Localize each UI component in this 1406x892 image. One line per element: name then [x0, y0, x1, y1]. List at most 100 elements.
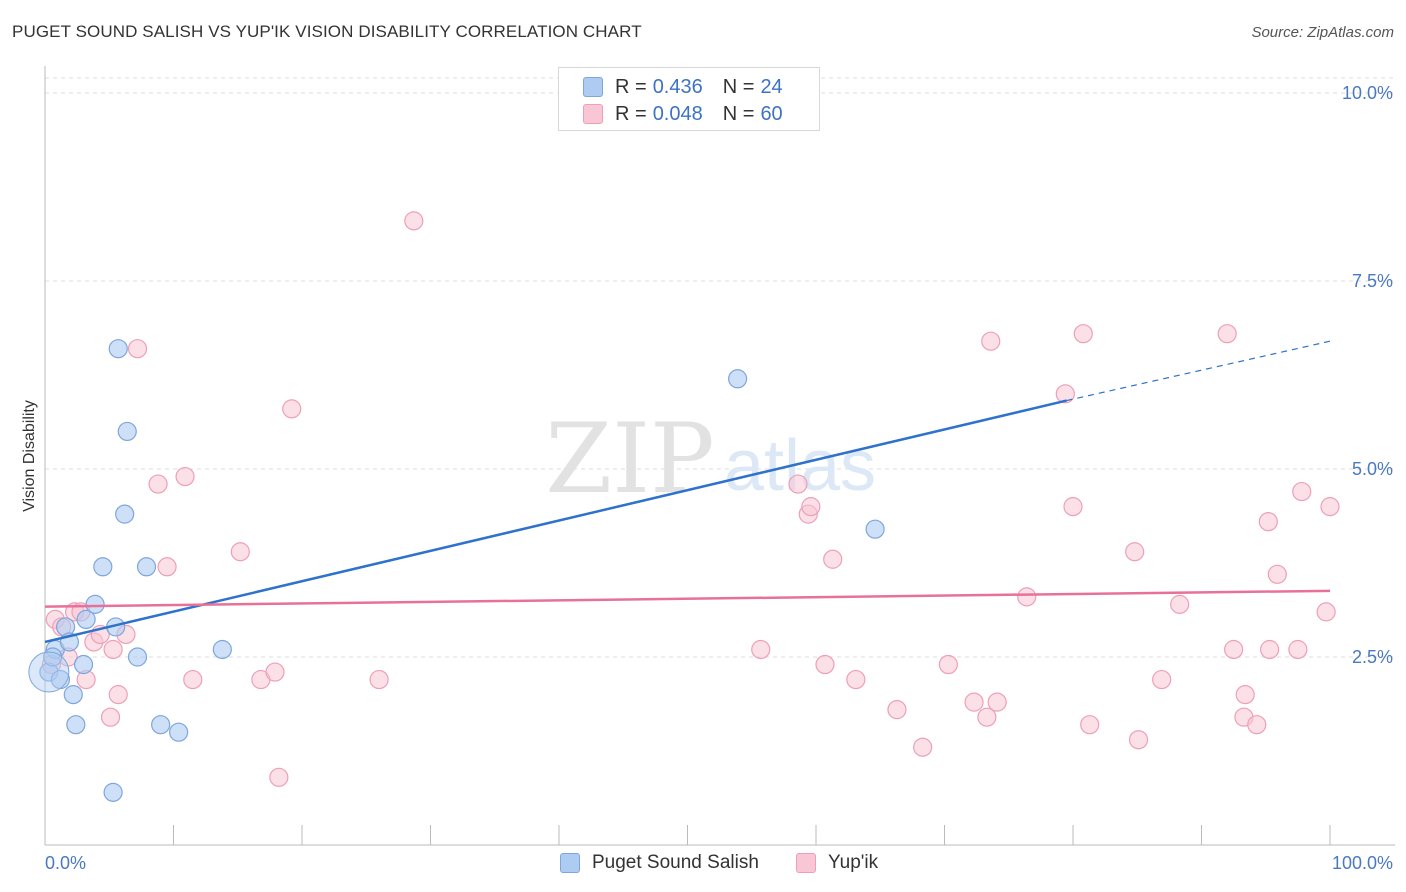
puget-point — [169, 722, 189, 742]
yupik-point — [1217, 324, 1237, 344]
legend-n-value: 24 — [760, 75, 783, 98]
yupik-point — [815, 654, 835, 675]
puget-point — [63, 685, 83, 705]
puget-point — [728, 369, 748, 389]
yupik-point — [1267, 564, 1287, 584]
legend-r-value: 0.048 — [652, 102, 703, 125]
yupik-point — [1017, 587, 1037, 607]
yupik-point — [265, 662, 285, 682]
watermark: ZIP atlas — [545, 403, 876, 515]
legend-item-puget: Puget Sound Salish — [560, 852, 759, 874]
watermark-zip: ZIP — [545, 403, 714, 515]
yupik-point — [981, 331, 1001, 351]
gridlines — [45, 77, 1395, 658]
yupik-point — [938, 654, 958, 675]
puget-trend-extension — [1066, 340, 1331, 402]
puget-point — [85, 594, 105, 614]
puget-point — [127, 647, 148, 667]
series-legend: Puget Sound Salish Yup'ik — [0, 852, 1406, 878]
yupik-point — [913, 737, 933, 757]
yupik-point — [1316, 602, 1336, 622]
yupik-point — [175, 466, 195, 487]
yupik-point — [230, 542, 250, 562]
legend-r-label: R = — [615, 102, 647, 125]
legend-r-label: R = — [615, 75, 647, 98]
yupik-point — [103, 639, 123, 660]
puget-trend-line — [44, 399, 1067, 644]
x-tick-label: 0.0% — [45, 853, 86, 873]
y-tick-label: 7.5% — [1352, 271, 1393, 291]
legend-label-puget: Puget Sound Salish — [592, 852, 759, 873]
yupik-point — [404, 211, 424, 231]
yupik-point — [751, 639, 771, 660]
yupik-point — [1292, 481, 1312, 502]
yupik-trend-line — [44, 589, 1331, 608]
puget-point — [151, 715, 171, 735]
y-tick-label: 5.0% — [1352, 459, 1393, 479]
legend-swatch-pink — [796, 853, 816, 873]
y-tick-label: 10.0% — [1342, 83, 1393, 103]
puget-point-large — [28, 651, 70, 693]
puget-point — [76, 609, 96, 630]
yupik-point — [964, 692, 984, 712]
yupik-point — [1125, 542, 1145, 562]
yupik-point — [1260, 639, 1280, 660]
yupik-point — [1073, 324, 1093, 344]
yupik-point — [788, 474, 808, 494]
yupik-point — [987, 692, 1007, 712]
series-yupik-points — [41, 211, 1340, 787]
yupik-point — [282, 399, 302, 419]
yupik-point — [1247, 715, 1267, 735]
puget-point — [136, 557, 157, 577]
yupik-point — [846, 669, 866, 690]
puget-point — [108, 339, 128, 359]
legend-swatch-blue — [560, 853, 580, 873]
source-label: Source: ZipAtlas.com — [1251, 24, 1394, 41]
puget-point — [115, 504, 135, 524]
correlation-legend: R = 0.436 N = 24 R = 0.048 N = 60 — [558, 67, 820, 131]
yupik-point — [1320, 497, 1340, 517]
yupik-point — [1224, 639, 1244, 660]
yupik-point — [369, 669, 389, 690]
series-puget-points — [28, 339, 885, 802]
yupik-point — [108, 685, 128, 705]
legend-n-value: 60 — [760, 102, 783, 125]
watermark-atlas: atlas — [724, 426, 876, 506]
yupik-point — [1152, 669, 1172, 690]
yupik-point — [1170, 594, 1190, 614]
yupik-point — [1055, 384, 1075, 404]
legend-item-yupik: Yup'ik — [796, 852, 878, 874]
puget-point — [66, 715, 86, 735]
yupik-point — [157, 557, 177, 577]
puget-point — [103, 782, 123, 802]
yupik-point — [1288, 639, 1308, 660]
puget-point — [73, 654, 94, 675]
legend-n-label: N = — [722, 75, 755, 98]
yupik-point — [1128, 730, 1149, 750]
yupik-point — [1063, 497, 1083, 517]
legend-row-puget: R = 0.436 N = 24 — [583, 74, 783, 100]
x-tick-label: 100.0% — [1332, 853, 1393, 873]
puget-point — [117, 421, 137, 442]
yupik-point — [269, 767, 289, 787]
legend-label-yupik: Yup'ik — [828, 852, 879, 873]
yupik-point — [127, 339, 148, 359]
chart-title: PUGET SOUND SALISH VS YUP'IK VISION DISA… — [12, 22, 642, 41]
yupik-point — [1235, 685, 1255, 705]
yupik-point — [823, 549, 843, 569]
yupik-point — [1080, 715, 1100, 735]
trend-lines — [44, 340, 1331, 644]
puget-point — [93, 557, 113, 577]
yupik-point — [1258, 512, 1278, 532]
puget-point — [865, 519, 885, 539]
yupik-point — [183, 669, 203, 690]
y-axis-label: Vision Disability — [21, 400, 38, 512]
legend-r-value: 0.436 — [652, 75, 703, 98]
yupik-point — [148, 474, 168, 494]
tick-labels: 2.5% 5.0% 7.5% 10.0% 0.0% 100.0% — [45, 83, 1393, 873]
legend-row-yupik: R = 0.048 N = 60 — [583, 101, 783, 127]
legend-swatch-blue — [583, 77, 603, 97]
yupik-point — [887, 700, 907, 720]
yupik-point — [100, 707, 121, 727]
